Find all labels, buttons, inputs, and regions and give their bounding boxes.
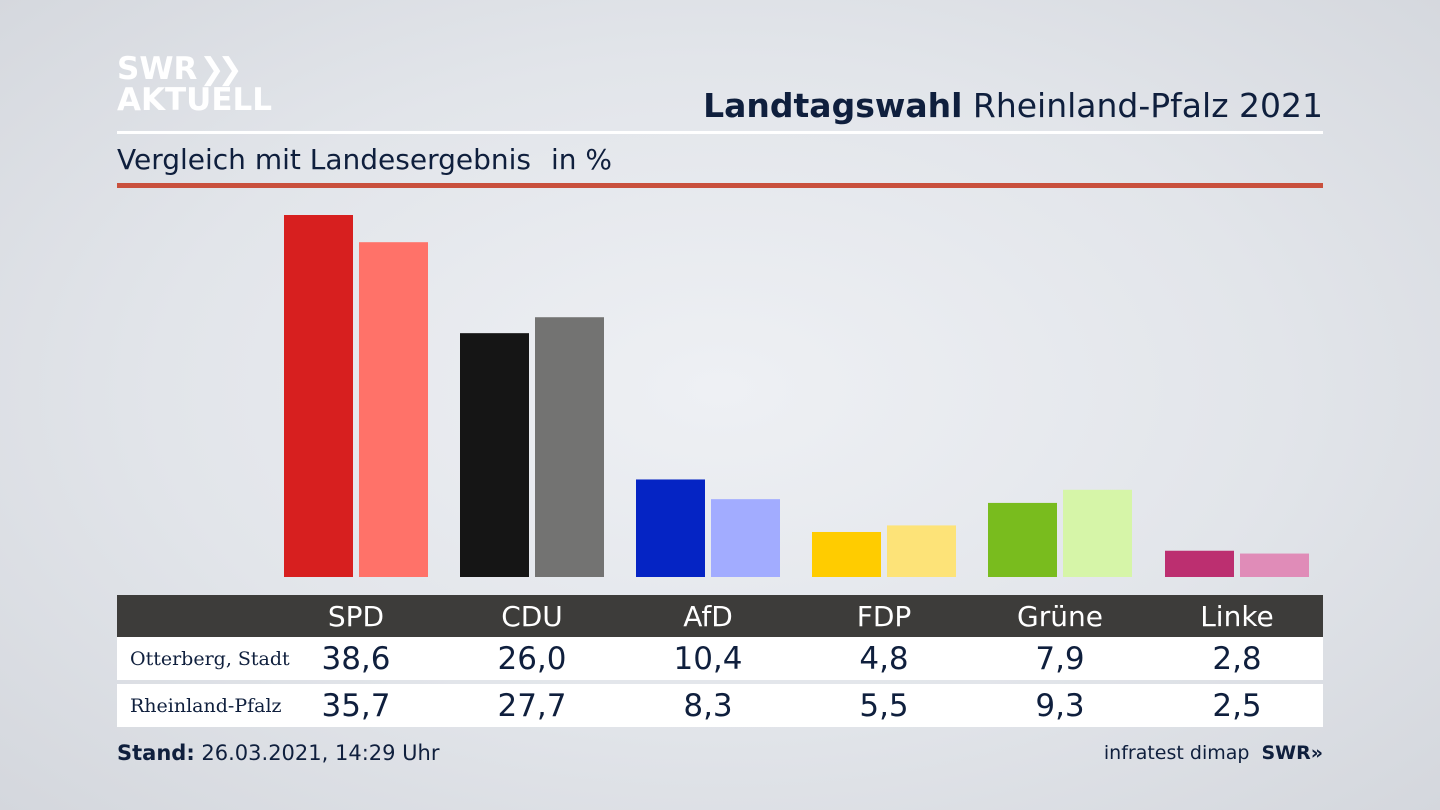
table-cell: 38,6 (321, 640, 391, 677)
column-header: SPD (327, 599, 385, 633)
bar-afd-state (711, 499, 780, 577)
logo-line2: AKTUELL (117, 82, 273, 118)
bar-fdp-local (812, 531, 881, 577)
table-cell: 10,4 (673, 640, 743, 677)
column-header: AfD (683, 599, 733, 633)
header-divider (117, 131, 1323, 134)
results-table: SPD CDU AfD FDP Grüne Linke Otterberg, Stadt … (117, 595, 1323, 727)
table-cell: 9,3 (1035, 687, 1085, 724)
bar-cdu-local (460, 333, 529, 577)
timestamp: Stand: 26.03.2021, 14:29 Uhr (117, 741, 440, 765)
source-credit: infratest dimap SWR» (1104, 742, 1323, 764)
title-rest: Rheinland-Pfalz 2021 (962, 86, 1323, 125)
bar-spd-state (359, 242, 428, 577)
accent-divider (117, 183, 1323, 188)
swr-aktuell-logo: SWR❯❯ AKTUELL (117, 51, 273, 118)
table-cell: 8,3 (683, 687, 733, 724)
page-title: Landtagswahl Rheinland-Pfalz 2021 (703, 86, 1323, 125)
bar-afd-local (636, 479, 705, 577)
bar-grne-local (988, 502, 1057, 577)
column-header: FDP (856, 599, 912, 633)
table-cell: 7,9 (1035, 640, 1085, 677)
stand-value: 26.03.2021, 14:29 Uhr (194, 741, 440, 765)
chevron-right-icon: ❯❯ (199, 52, 242, 87)
row-label: Rheinland-Pfalz (130, 694, 282, 717)
table-header: SPD CDU AfD FDP Grüne Linke (117, 595, 1323, 637)
unit-label: in % (550, 143, 613, 176)
source-label: infratest dimap (1103, 742, 1250, 764)
row-label: Otterberg, Stadt (130, 647, 290, 670)
bar-fdp-state (887, 525, 956, 577)
bar-spd-local (284, 215, 353, 577)
table-row: Otterberg, Stadt 38,6 26,0 10,4 4,8 7,9 2,8 (117, 637, 1323, 680)
table-cell: 4,8 (859, 640, 909, 677)
bar-linke-local (1165, 550, 1234, 577)
table-cell: 26,0 (497, 640, 567, 677)
column-header: Grüne (1017, 599, 1103, 633)
stand-label: Stand: (117, 741, 195, 765)
table-cell: 5,5 (859, 687, 909, 724)
chevron-right-icon: » (1310, 742, 1323, 764)
subtitle-text: Vergleich mit Landesergebnis (117, 143, 531, 176)
title-bold: Landtagswahl (703, 86, 963, 125)
logo-line1: SWR (117, 51, 198, 87)
column-header: CDU (501, 599, 563, 633)
table-cell: 2,5 (1212, 687, 1262, 724)
table-cell: 2,8 (1212, 640, 1262, 677)
bar-linke-state (1240, 553, 1309, 577)
table-cell: 27,7 (497, 687, 567, 724)
column-header: Linke (1200, 599, 1274, 633)
bar-grne-state (1063, 489, 1132, 577)
chart-subtitle: Vergleich mit Landesergebnis in % (117, 143, 612, 176)
bar-cdu-state (535, 317, 604, 577)
table-cell: 35,7 (321, 687, 391, 724)
table-row: Rheinland-Pfalz 35,7 27,7 8,3 5,5 9,3 2,5 (117, 684, 1323, 727)
bar-chart (284, 215, 1309, 577)
swr-brand: SWR (1261, 742, 1311, 764)
